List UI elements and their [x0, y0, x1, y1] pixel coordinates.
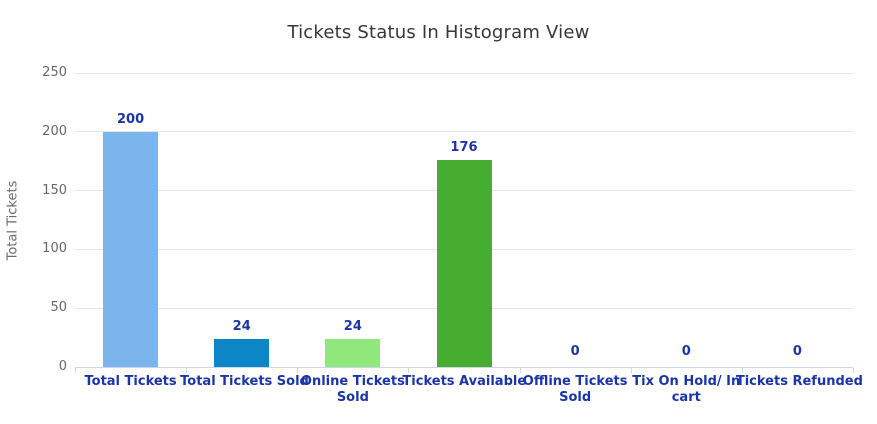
x-axis-line: [75, 367, 853, 368]
category-label-line: Total Tickets Sold: [180, 374, 309, 389]
y-tick-label: 100: [42, 241, 67, 257]
category-label-line: Offline Tickets: [522, 374, 628, 389]
value-label: 0: [792, 344, 802, 359]
value-label: 200: [117, 111, 145, 127]
y-axis-title: Total Tickets: [5, 180, 21, 261]
x-axis-tick: [519, 368, 521, 373]
x-axis-tick: [741, 368, 743, 373]
x-axis-tick: [75, 368, 76, 373]
category-label-line: cart: [671, 390, 701, 405]
category-label: Tickets Refunded: [735, 374, 863, 390]
value-label: 176: [450, 140, 478, 156]
category-label-line: Online Tickets: [300, 374, 405, 389]
value-label: 0: [681, 344, 691, 359]
category-label: Offline Tickets Sold: [514, 374, 637, 406]
category-label-line: Tix On Hold/ In: [632, 374, 741, 389]
y-tick-label: 50: [50, 300, 67, 316]
category-label: Tickets Available: [402, 374, 527, 390]
chart-title: Tickets Status In Histogram View: [287, 22, 590, 43]
value-label: 24: [343, 318, 362, 334]
category-label: Total Tickets: [69, 374, 192, 390]
y-tick-label: 150: [42, 182, 67, 198]
category-label: Total Tickets Sold: [180, 374, 309, 390]
category-label-line: Sold: [336, 390, 369, 405]
bar-online-tickets-sold[interactable]: [325, 338, 381, 367]
x-axis-tick: [297, 368, 299, 373]
y-tick-label: 250: [42, 65, 67, 80]
bar-total-tickets[interactable]: [103, 131, 159, 367]
category-label-line: Sold: [559, 390, 592, 405]
category-label-line: Tickets Refunded: [735, 374, 863, 389]
x-axis-tick: [186, 368, 188, 373]
category-label: Online Tickets Sold: [291, 374, 414, 406]
bar-tickets-available[interactable]: [436, 160, 492, 367]
bar-total-tickets-sold[interactable]: [214, 338, 270, 367]
x-axis-tick: [853, 368, 854, 373]
y-tick-label: 200: [42, 123, 67, 139]
category-label: Tix On Hold/ In cart: [625, 374, 748, 406]
y-tick-label: 0: [58, 359, 67, 374]
value-label: 24: [232, 318, 251, 334]
category-label-line: Tickets Available: [402, 374, 527, 389]
y-gridline: [75, 131, 853, 133]
y-gridline: [75, 72, 853, 74]
value-label: 0: [570, 344, 580, 359]
x-axis-tick: [630, 368, 632, 373]
category-label-line: Total Tickets: [84, 374, 177, 389]
x-axis-tick: [408, 368, 410, 373]
